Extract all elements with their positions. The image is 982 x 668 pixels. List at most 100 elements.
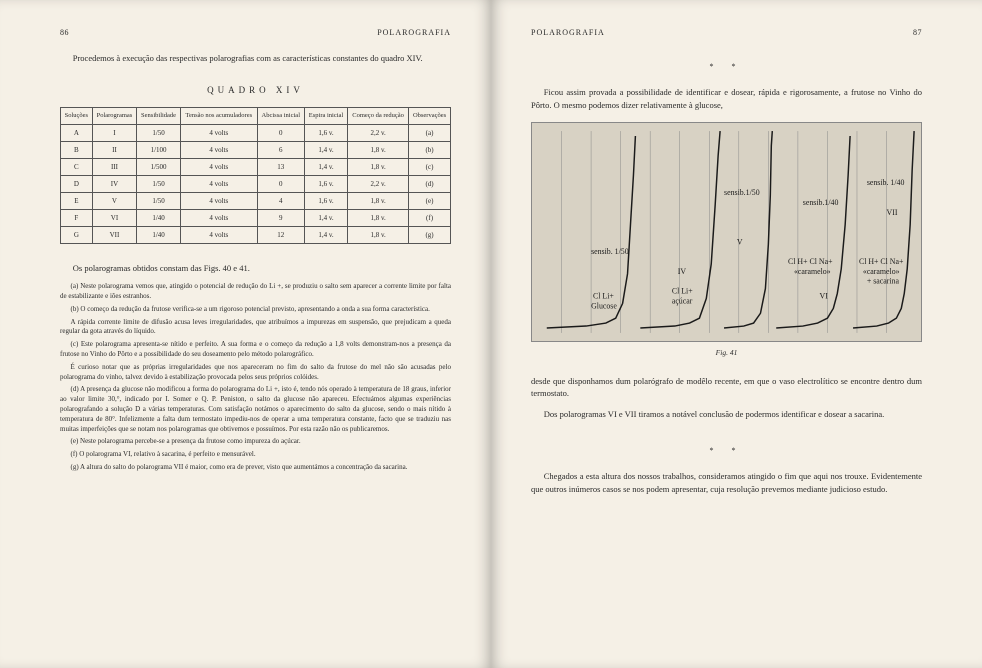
running-head-left: POLAROGRAFIA xyxy=(377,28,451,37)
table-cell: 1,4 v. xyxy=(304,158,347,175)
svg-text:+ sacarina: + sacarina xyxy=(867,276,900,285)
table-cell: V xyxy=(92,192,136,209)
svg-text:«caramelo»: «caramelo» xyxy=(863,266,900,275)
table-cell: 1,8 v. xyxy=(348,141,409,158)
table-cell: III xyxy=(92,158,136,175)
table-header: Observações xyxy=(409,107,451,124)
table-cell: 0 xyxy=(257,124,304,141)
table-row: CIII1/5004 volts131,4 v.1,8 v.(c) xyxy=(61,158,451,175)
table-cell: 9 xyxy=(257,209,304,226)
table-cell: 2,2 v. xyxy=(348,124,409,141)
table-row: GVII1/404 volts121,4 v.1,8 v.(g) xyxy=(61,226,451,243)
table-cell: 1/500 xyxy=(137,158,181,175)
quadro-xiv-table: SoluçõesPolarogramasSensibilidadeTensão … xyxy=(60,107,451,244)
table-cell: G xyxy=(61,226,93,243)
footnote-line: (g) A altura do salto do polarograma VII… xyxy=(60,463,451,473)
table-cell: 1,8 v. xyxy=(348,192,409,209)
table-cell: 1,6 v. xyxy=(304,124,347,141)
svg-text:sensib. 1/40: sensib. 1/40 xyxy=(867,178,905,187)
figure-41: sensib. 1/50Cl Li+GlucoseIVCl Li+açúcars… xyxy=(531,122,922,342)
table-cell: 1/50 xyxy=(137,175,181,192)
table-cell: 1,4 v. xyxy=(304,226,347,243)
svg-text:Cl H+ Cl Na+: Cl H+ Cl Na+ xyxy=(788,257,833,266)
table-cell: 4 xyxy=(257,192,304,209)
page-number-left: 86 xyxy=(60,28,69,37)
right-para3: Dos polarogramas VI e VII tiramos a notá… xyxy=(531,408,922,421)
table-cell: E xyxy=(61,192,93,209)
table-header: Espira inicial xyxy=(304,107,347,124)
right-para2: desde que disponhamos dum polarógrafo de… xyxy=(531,375,922,401)
right-para1: Ficou assim provada a possibilidade de i… xyxy=(531,86,922,112)
right-para4: Chegados a esta altura dos nossos trabal… xyxy=(531,470,922,496)
table-cell: B xyxy=(61,141,93,158)
table-header: Sensibilidade xyxy=(137,107,181,124)
table-cell: 0 xyxy=(257,175,304,192)
footnote-line: (c) Este polarograma apresenta-se nítido… xyxy=(60,340,451,360)
table-cell: C xyxy=(61,158,93,175)
table-cell: 2,2 v. xyxy=(348,175,409,192)
footnote-line: É curioso notar que as próprias irregula… xyxy=(60,363,451,383)
footnote-line: (f) O polarograma VI, relativo à sacarin… xyxy=(60,450,451,460)
table-cell: D xyxy=(61,175,93,192)
table-cell: (e) xyxy=(409,192,451,209)
table-cell: A xyxy=(61,124,93,141)
footnote-line: (e) Neste polarograma percebe-se a prese… xyxy=(60,437,451,447)
table-cell: 12 xyxy=(257,226,304,243)
svg-text:IV: IV xyxy=(678,266,687,275)
table-cell: 4 volts xyxy=(180,124,257,141)
table-row: EV1/504 volts41,6 v.1,8 v.(e) xyxy=(61,192,451,209)
table-cell: (a) xyxy=(409,124,451,141)
running-head-right: POLAROGRAFIA xyxy=(531,28,605,37)
table-header: Abcissa inicial xyxy=(257,107,304,124)
table-cell: F xyxy=(61,209,93,226)
book-spread: 86 POLAROGRAFIA Procedemos à execução da… xyxy=(0,0,982,668)
table-row: BII1/1004 volts61,4 v.1,8 v.(b) xyxy=(61,141,451,158)
table-cell: (d) xyxy=(409,175,451,192)
table-cell: 6 xyxy=(257,141,304,158)
svg-text:sensib. 1/50: sensib. 1/50 xyxy=(591,247,629,256)
table-cell: 4 volts xyxy=(180,175,257,192)
table-header: Começo da redução xyxy=(348,107,409,124)
figure-caption: Fig. 41 xyxy=(531,348,922,357)
svg-text:V: V xyxy=(737,237,743,246)
table-header: Tensão nos acumuladores xyxy=(180,107,257,124)
table-cell: 4 volts xyxy=(180,209,257,226)
table-cell: 1/50 xyxy=(137,124,181,141)
left-header: 86 POLAROGRAFIA xyxy=(60,28,451,37)
svg-text:sensib.1/50: sensib.1/50 xyxy=(724,188,760,197)
table-cell: 1/40 xyxy=(137,209,181,226)
table-cell: II xyxy=(92,141,136,158)
table-cell: 1,8 v. xyxy=(348,158,409,175)
table-cell: (f) xyxy=(409,209,451,226)
table-cell: 4 volts xyxy=(180,226,257,243)
svg-text:açúcar: açúcar xyxy=(672,296,693,305)
svg-text:Cl Li+: Cl Li+ xyxy=(593,291,614,300)
section-break-stars: * * xyxy=(531,62,922,71)
table-cell: 1,8 v. xyxy=(348,209,409,226)
table-title: QUADRO XIV xyxy=(60,85,451,95)
table-cell: 1/100 xyxy=(137,141,181,158)
svg-text:Glucose: Glucose xyxy=(591,301,617,310)
page-number-right: 87 xyxy=(913,28,922,37)
table-cell: 4 volts xyxy=(180,158,257,175)
table-cell: I xyxy=(92,124,136,141)
svg-text:sensib.1/40: sensib.1/40 xyxy=(803,197,839,206)
table-cell: IV xyxy=(92,175,136,192)
table-cell: 4 volts xyxy=(180,192,257,209)
svg-text:Cl H+ Cl Na+: Cl H+ Cl Na+ xyxy=(859,257,904,266)
table-cell: 1,4 v. xyxy=(304,209,347,226)
svg-text:Cl Li+: Cl Li+ xyxy=(672,286,693,295)
svg-text:«caramelo»: «caramelo» xyxy=(794,266,831,275)
mid-text: Os polarogramas obtidos constam das Figs… xyxy=(60,262,451,275)
intro-paragraph: Procedemos à execução das respectivas po… xyxy=(60,52,451,65)
table-cell: 1,6 v. xyxy=(304,192,347,209)
table-cell: (g) xyxy=(409,226,451,243)
table-header: Polarogramas xyxy=(92,107,136,124)
table-cell: 1,8 v. xyxy=(348,226,409,243)
table-cell: 13 xyxy=(257,158,304,175)
right-header: POLAROGRAFIA 87 xyxy=(531,28,922,37)
section-break-stars-2: * * xyxy=(531,446,922,455)
footnote-line: A rápida corrente limite de difusão acus… xyxy=(60,318,451,338)
table-cell: (c) xyxy=(409,158,451,175)
left-page: 86 POLAROGRAFIA Procedemos à execução da… xyxy=(0,0,491,668)
